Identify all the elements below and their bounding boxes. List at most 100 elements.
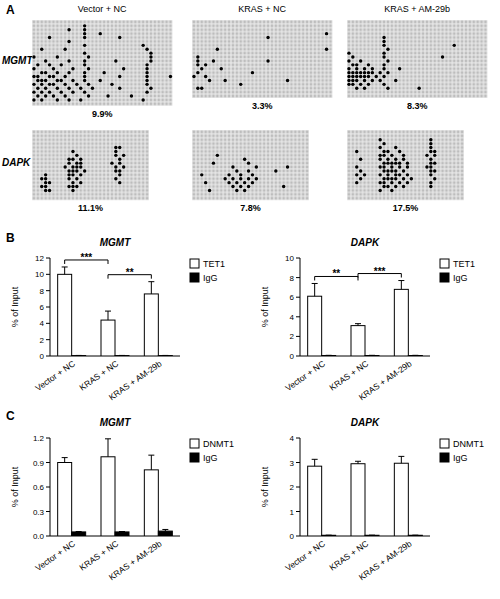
methylated-site [67,173,70,176]
bar [322,535,336,536]
methylated-site [52,67,55,70]
methylated-site [40,185,43,188]
methylated-site [48,90,51,93]
category-label: KRAS + AM-29b [107,358,164,402]
methylated-site [231,185,234,188]
methylated-site [56,79,59,82]
bar [351,326,365,356]
y-tick-label: 2 [290,483,295,492]
methylated-site [382,177,385,180]
methylation-percent: 7.8% [240,203,261,213]
methylated-site [71,189,74,192]
methylated-site [382,63,385,66]
methylated-site [149,59,152,62]
methylated-site [83,59,86,62]
methylation-percent: 3.3% [252,101,273,111]
methylated-site [102,71,105,74]
error-bar [369,535,375,536]
methylated-site [247,169,250,172]
methylated-site [118,36,121,39]
y-tick [296,356,300,357]
methylated-site [355,71,358,74]
methylated-site [359,83,362,86]
y-tick-label: 1 [290,508,295,517]
methylated-site [282,185,285,188]
methylation-percent: 9.9% [92,109,113,119]
bar [58,463,72,537]
methylated-site [363,71,366,74]
chart-title: MGMT [100,417,131,428]
bar [308,466,322,536]
y-tick [46,487,50,488]
gene-label: DAPK [2,157,31,168]
y-tick-label: 0 [290,532,295,541]
methylated-site [216,48,219,51]
methylated-site [386,173,389,176]
category-label: KRAS + AM-29b [357,538,414,582]
bar-chart: MGMT% of Input0.00.30.60.91.2Vector + NC… [10,417,234,582]
methylated-site [212,59,215,62]
methylated-site [56,87,59,90]
legend-swatch [440,273,449,282]
methylated-site [67,185,70,188]
y-tick [296,511,300,512]
methylated-site [266,59,269,62]
methylated-site [44,87,47,90]
methylated-site [149,87,152,90]
methylated-site [220,67,223,70]
methylated-site [406,181,409,184]
methylation-percent: 11.1% [78,203,103,213]
methylated-site [382,181,385,184]
grid-background [192,130,309,200]
methylated-site [192,75,195,78]
methylated-site [196,71,199,74]
legend-label: TET1 [453,259,475,269]
methylated-site [196,87,199,90]
methylated-site [390,161,393,164]
methylated-site [83,44,86,47]
methylated-site [386,158,389,161]
y-tick-label: 6 [290,293,295,302]
methylated-site [394,169,397,172]
bar [408,535,422,536]
methylated-site [204,63,207,66]
methylated-site [390,181,393,184]
methylated-site [48,63,51,66]
methylated-site [75,161,78,164]
methylated-site [402,154,405,157]
methylated-site [367,83,370,86]
methylated-site [122,154,125,157]
y-tick-label: 0 [40,352,45,361]
methylated-site [83,90,86,93]
methylated-site [390,154,393,157]
methylated-site [402,158,405,161]
methylated-site [429,158,432,161]
methylated-site [386,59,389,62]
y-tick-label: 2 [290,332,295,341]
methylated-site [378,173,381,176]
methylated-site [274,169,277,172]
methylated-site [118,75,121,78]
y-tick-label: 12 [35,254,44,263]
y-tick [296,277,300,278]
y-tick-label: 0.9 [33,459,45,468]
methylated-site [398,181,401,184]
methylated-site [149,55,152,58]
y-tick-label: 10 [35,270,44,279]
bar-chart: MGMT% of Input024681012Vector + NCKRAS +… [10,237,225,402]
methylated-site [32,90,35,93]
methylated-site [75,177,78,180]
methylated-site [44,71,47,74]
methylation-percent: 8.3% [407,101,428,111]
methylated-site [110,83,113,86]
methylated-site [429,173,432,176]
y-tick [296,336,300,337]
methylated-site [355,63,358,66]
methylated-site [351,71,354,74]
methylated-site [71,165,74,168]
methylated-site [216,154,219,157]
methylated-site [36,94,39,97]
methylated-site [247,161,250,164]
chart-title: MGMT [100,237,131,248]
methylated-site [32,83,35,86]
